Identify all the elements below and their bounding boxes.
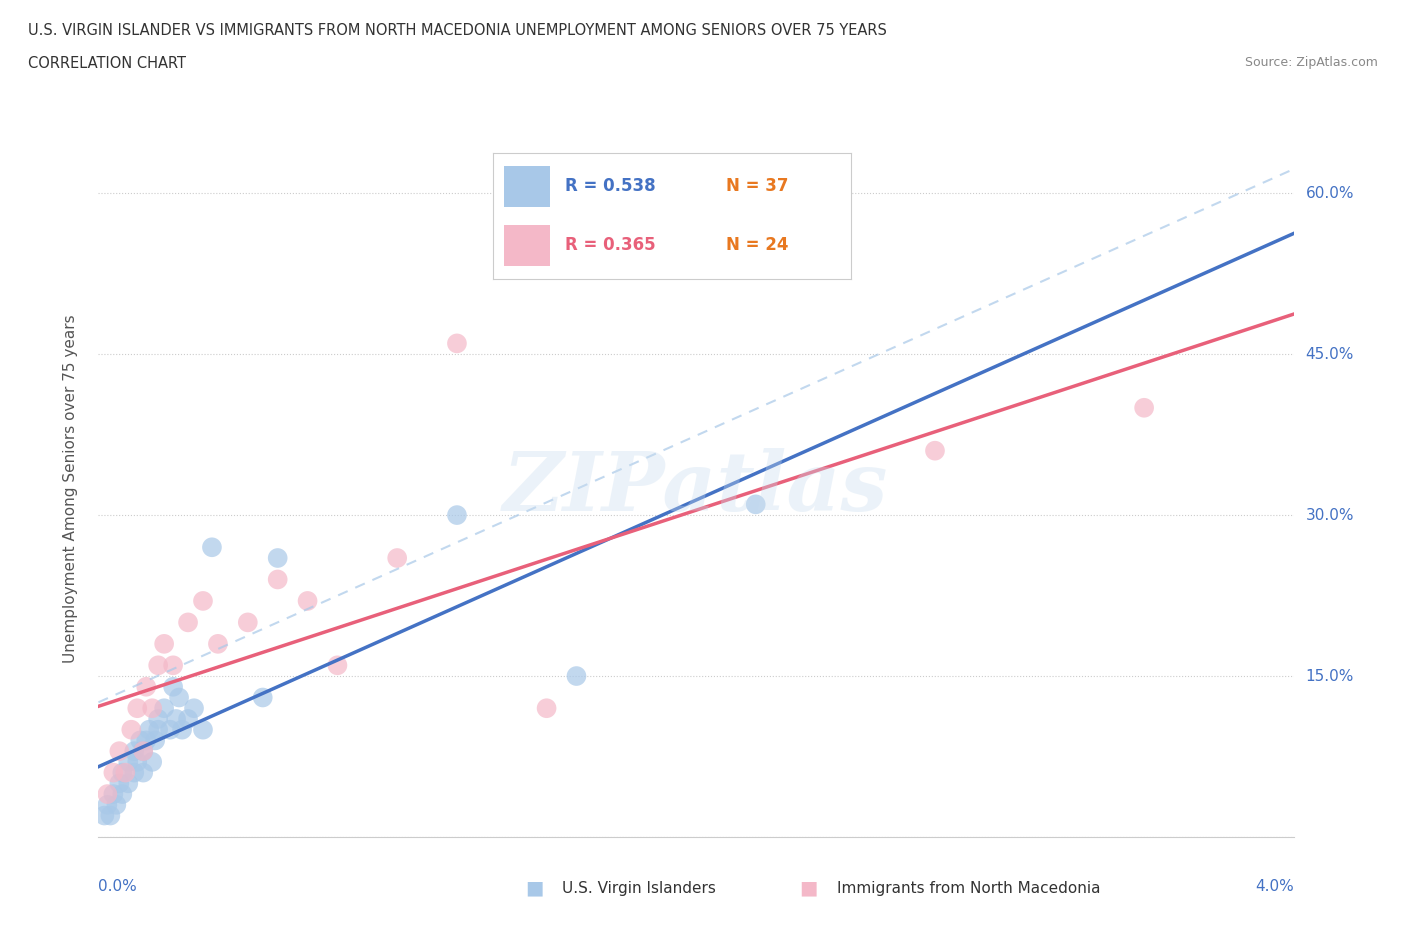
Y-axis label: Unemployment Among Seniors over 75 years: Unemployment Among Seniors over 75 years — [63, 314, 77, 662]
Point — [326, 658, 349, 672]
Point — [103, 765, 125, 780]
Point — [183, 701, 205, 716]
Text: 4.0%: 4.0% — [1254, 879, 1294, 894]
Text: U.S. Virgin Islanders: U.S. Virgin Islanders — [562, 881, 716, 896]
Text: CORRELATION CHART: CORRELATION CHART — [28, 56, 186, 71]
Point — [124, 744, 146, 759]
Point — [138, 723, 160, 737]
Point — [745, 497, 768, 512]
Point — [120, 723, 142, 737]
Point — [446, 508, 468, 523]
Point — [162, 658, 184, 672]
Text: 15.0%: 15.0% — [1305, 669, 1354, 684]
Point — [143, 733, 166, 748]
Point — [132, 765, 155, 780]
Point — [96, 797, 118, 812]
Point — [111, 787, 134, 802]
Text: 30.0%: 30.0% — [1305, 508, 1354, 523]
Point — [162, 679, 184, 694]
Point — [191, 593, 214, 608]
Point — [98, 808, 122, 823]
Point — [267, 551, 290, 565]
Point — [103, 787, 125, 802]
Point — [129, 733, 152, 748]
Point — [1133, 400, 1156, 415]
Point — [207, 636, 229, 651]
Point — [297, 593, 319, 608]
Point — [132, 744, 155, 759]
Point — [135, 679, 157, 694]
Point — [117, 754, 139, 769]
Point — [135, 733, 157, 748]
Point — [236, 615, 259, 630]
Text: 0.0%: 0.0% — [98, 879, 138, 894]
Point — [565, 669, 588, 684]
Point — [108, 744, 131, 759]
Text: 45.0%: 45.0% — [1305, 347, 1354, 362]
Point — [148, 723, 170, 737]
Point — [141, 701, 163, 716]
Point — [148, 711, 170, 726]
Text: Source: ZipAtlas.com: Source: ZipAtlas.com — [1244, 56, 1378, 69]
Point — [105, 797, 128, 812]
Text: ■: ■ — [799, 879, 818, 897]
Text: ZIPatlas: ZIPatlas — [503, 448, 889, 528]
Point — [114, 765, 136, 780]
Point — [153, 701, 176, 716]
Point — [201, 539, 224, 554]
Text: 60.0%: 60.0% — [1305, 186, 1354, 201]
Point — [124, 765, 146, 780]
Point — [127, 701, 149, 716]
Point — [132, 744, 155, 759]
Point — [127, 754, 149, 769]
Point — [153, 636, 176, 651]
Point — [108, 776, 131, 790]
Point — [148, 658, 170, 672]
Point — [267, 572, 290, 587]
Point — [141, 754, 163, 769]
Point — [177, 711, 200, 726]
Point — [165, 711, 187, 726]
Point — [177, 615, 200, 630]
Point — [536, 701, 558, 716]
Point — [191, 723, 214, 737]
Text: Immigrants from North Macedonia: Immigrants from North Macedonia — [837, 881, 1099, 896]
Text: U.S. VIRGIN ISLANDER VS IMMIGRANTS FROM NORTH MACEDONIA UNEMPLOYMENT AMONG SENIO: U.S. VIRGIN ISLANDER VS IMMIGRANTS FROM … — [28, 23, 887, 38]
Point — [93, 808, 115, 823]
Point — [159, 723, 181, 737]
Point — [111, 765, 134, 780]
Point — [252, 690, 274, 705]
Point — [385, 551, 409, 565]
Point — [446, 336, 468, 351]
Point — [172, 723, 194, 737]
Text: ■: ■ — [524, 879, 544, 897]
Point — [924, 444, 946, 458]
Point — [96, 787, 118, 802]
Point — [167, 690, 190, 705]
Point — [117, 776, 139, 790]
